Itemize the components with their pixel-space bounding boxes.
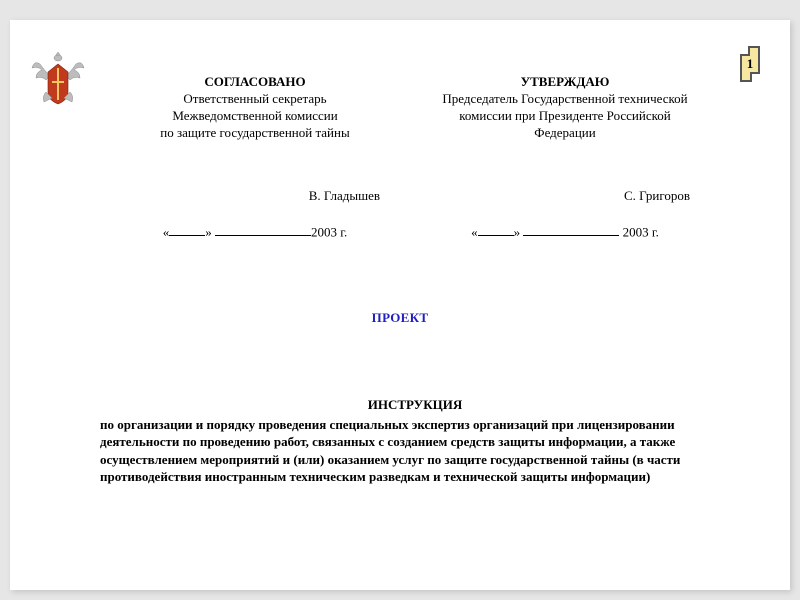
approval-header: СОГЛАСОВАНО Ответственный секретарь Межв… [110,74,710,142]
instruction-title: ИНСТРУКЦИЯ [100,396,730,414]
signer-right-name: С. Григоров [624,188,690,204]
approval-right-line1: Председатель Государственной технической [420,91,710,108]
date-left-year: 2003 г. [311,224,347,239]
approval-right-line2: комиссии при Президенте Российской [420,108,710,125]
page-number-tab: 1 [740,46,760,82]
approval-right-head: УТВЕРЖДАЮ [420,74,710,91]
instruction-body: по организации и порядку проведения спец… [100,416,730,486]
emblem-icon [28,46,88,110]
date-left: «» 2003 г. [110,224,400,240]
approval-left-line2: Межведомственной комиссии [110,108,400,125]
instruction-block: ИНСТРУКЦИЯ по организации и порядку пров… [100,396,730,486]
document-page: 1 СОГЛАСОВАНО Ответственный секретарь М [10,20,790,590]
signer-right: С. Григоров [420,188,710,204]
approval-left-head: СОГЛАСОВАНО [110,74,400,91]
date-right-year: 2003 г. [619,224,659,239]
approval-right: УТВЕРЖДАЮ Председатель Государственной т… [420,74,710,142]
page-number: 1 [747,56,754,72]
signer-left-name: В. Гладышев [309,188,380,204]
approval-left-line1: Ответственный секретарь [110,91,400,108]
approval-left: СОГЛАСОВАНО Ответственный секретарь Межв… [110,74,400,142]
signatures-row: В. Гладышев С. Григоров [110,188,710,204]
dates-row: «» 2003 г. «» 2003 г. [110,224,710,240]
project-label: ПРОЕКТ [10,310,790,326]
signer-left: В. Гладышев [110,188,400,204]
approval-right-line3: Федерации [420,125,710,142]
date-right: «» 2003 г. [420,224,710,240]
approval-left-line3: по защите государственной тайны [110,125,400,142]
